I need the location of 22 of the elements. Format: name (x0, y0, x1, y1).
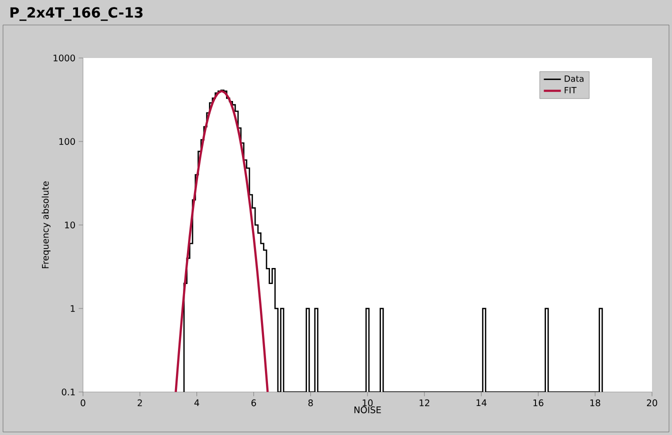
x-tick-label: 16 (533, 399, 544, 406)
x-tick-label: 12 (420, 399, 430, 406)
y-tick-label: 10 (65, 222, 75, 228)
x-tick-label: 2 (138, 399, 142, 406)
x-tick-label: 18 (590, 399, 600, 406)
x-tick-label: 6 (251, 399, 256, 406)
x-axis-title: NOISE (354, 406, 381, 414)
x-tick-label: 14 (476, 399, 487, 406)
line-series (174, 90, 269, 392)
y-tick-label: 0.1 (62, 388, 75, 396)
x-tick-label: 0 (80, 399, 86, 406)
y-tick-label: 100 (59, 138, 75, 145)
x-tick-label: 4 (194, 399, 200, 406)
y-axis-title: Frequency absolute (42, 181, 50, 268)
chart-title: P_2x4T_166_C-13 (10, 7, 143, 21)
y-tick-label: 1000 (54, 54, 75, 62)
legend-label: FIT (564, 87, 577, 94)
x-tick-label: 20 (646, 399, 658, 406)
y-tick-label: 1 (70, 305, 75, 312)
x-tick-label: 8 (308, 399, 313, 406)
legend-label: Data (564, 76, 584, 82)
x-tick-label: 10 (362, 399, 373, 406)
